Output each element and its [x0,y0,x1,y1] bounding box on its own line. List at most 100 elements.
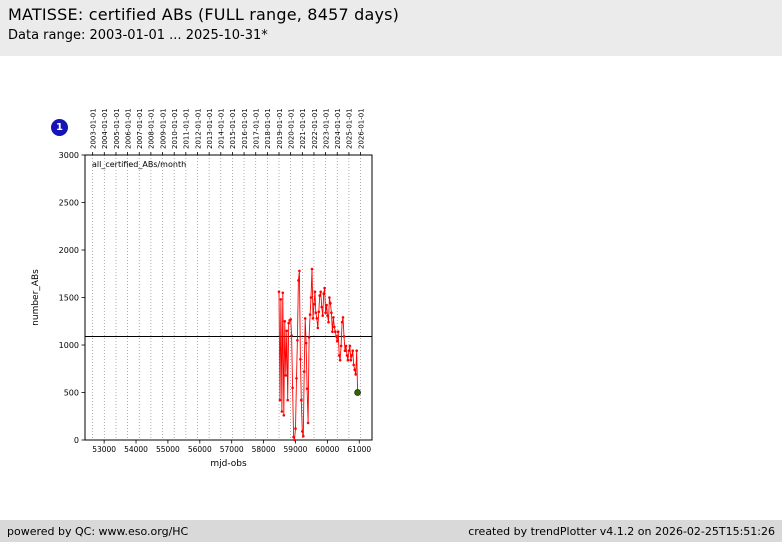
series-marker [336,330,340,334]
series-marker [349,358,353,362]
series-marker [286,398,290,402]
top-axis-tick-label: 2018-01-01 [264,108,272,149]
series-marker [292,435,295,439]
footer-qc-link[interactable]: powered by QC: www.eso.org/HC [7,524,189,538]
data-range-subtitle: Data range: 2003-01-01 ... 2025-10-31* [8,28,268,43]
series-marker [281,291,285,295]
axes: 2003-01-01 2004-01-01 2005-01-01 2006-01-01… [31,108,373,469]
series-marker [313,290,317,294]
series-marker [343,349,347,353]
top-axis-tick-label: 2024-01-01 [334,108,342,149]
series-marker [296,339,299,342]
top-axis-tick-label: 2008-01-01 [148,108,156,149]
top-axis-tick-label: 2023-01-01 [322,108,330,149]
series-marker [289,318,293,321]
top-axis-tick-label: 2016-01-01 [241,108,249,149]
x-axis-tick-label: 61000 [347,445,371,454]
series-marker [353,368,357,372]
footer-bar: powered by QC: www.eso.org/HC created by… [0,520,782,542]
series-marker [327,320,330,324]
top-axis-tick-label: 2022-01-01 [311,108,319,149]
series-marker [337,354,341,357]
series-marker [352,363,356,367]
series-marker [328,296,331,299]
plot-index-badge[interactable]: 1 [51,119,68,136]
series-marker [294,427,297,430]
series-marker [346,358,350,362]
series-marker [282,414,286,417]
series-marker [325,303,328,307]
y-axis-tick-label: 1000 [59,341,79,350]
series-marker [306,421,310,425]
series-marker [330,311,333,315]
page-title: MATISSE: certified ABs (FULL range, 8457… [8,5,400,24]
top-axis-tick-label: 2006-01-01 [124,108,132,149]
series-marker [279,298,283,301]
series-marker [355,349,359,353]
series-marker [312,302,316,306]
series-marker [299,358,302,361]
series-marker [351,349,355,353]
x-axis-tick-label: 59000 [284,445,308,454]
series-marker [314,311,318,315]
series-marker [338,358,342,362]
x-axis-tick-label: 58000 [252,445,276,454]
series-marker [348,344,352,348]
series-marker [345,354,349,357]
y-axis-tick-label: 500 [64,388,79,397]
series-marker [293,438,296,442]
series-marker [284,374,288,377]
top-axis-tick-label: 2012-01-01 [194,108,202,149]
series-marker [318,294,322,297]
series-marker [316,326,320,330]
series-marker [298,269,301,273]
top-axis-tick-label: 2025-01-01 [346,108,354,149]
x-axis-tick-label: 56000 [188,445,212,454]
series-marker [290,334,293,337]
series-marker [332,316,335,319]
x-axis-tick-label: 57000 [220,445,244,454]
series-marker [291,386,294,390]
series-marker [326,314,329,317]
x-axis-title: mjd-obs [210,459,247,469]
series-marker [341,316,345,319]
series-marker [315,317,319,320]
series-marker [323,286,326,290]
series-marker [350,354,354,357]
series-marker [342,335,346,338]
series-marker [283,320,287,323]
series-marker [310,267,314,271]
top-axis-tick-label: 2020-01-01 [287,108,295,149]
series-marker [329,301,332,305]
series-marker [331,330,334,334]
top-axis-tick-label: 2004-01-01 [101,108,109,149]
data-series [85,267,372,442]
series-marker [321,314,325,317]
series-marker [295,377,298,380]
series-marker [305,387,309,391]
y-axis-tick-label: 2000 [59,246,79,255]
series-marker [347,349,351,353]
series-marker [339,344,343,348]
series-marker [340,320,344,324]
series-marker [322,292,326,295]
series-marker [304,341,308,345]
last-point-marker [354,389,361,396]
y-axis-title: number_ABs [31,269,41,326]
series-marker [302,370,306,373]
x-axis-tick-label: 54000 [124,445,148,454]
header-bar: MATISSE: certified ABs (FULL range, 8457… [0,0,782,56]
series-marker [317,310,321,314]
series-marker [309,296,313,299]
series-marker [319,290,323,294]
series-marker [335,339,339,343]
series-marker [311,317,315,320]
series-marker [280,410,284,413]
top-axis-tick-label: 2011-01-01 [183,108,191,149]
series-marker [300,398,303,402]
top-axis-tick-label: 2013-01-01 [206,108,214,149]
series-marker [320,305,324,309]
y-axis-tick-label: 3000 [59,151,79,160]
trend-chart-svg: 2003-01-01 2004-01-01 2005-01-01 2006-01-01… [31,108,373,469]
chart-area: 2003-01-01 2004-01-01 2005-01-01 2006-01-01… [0,55,782,520]
